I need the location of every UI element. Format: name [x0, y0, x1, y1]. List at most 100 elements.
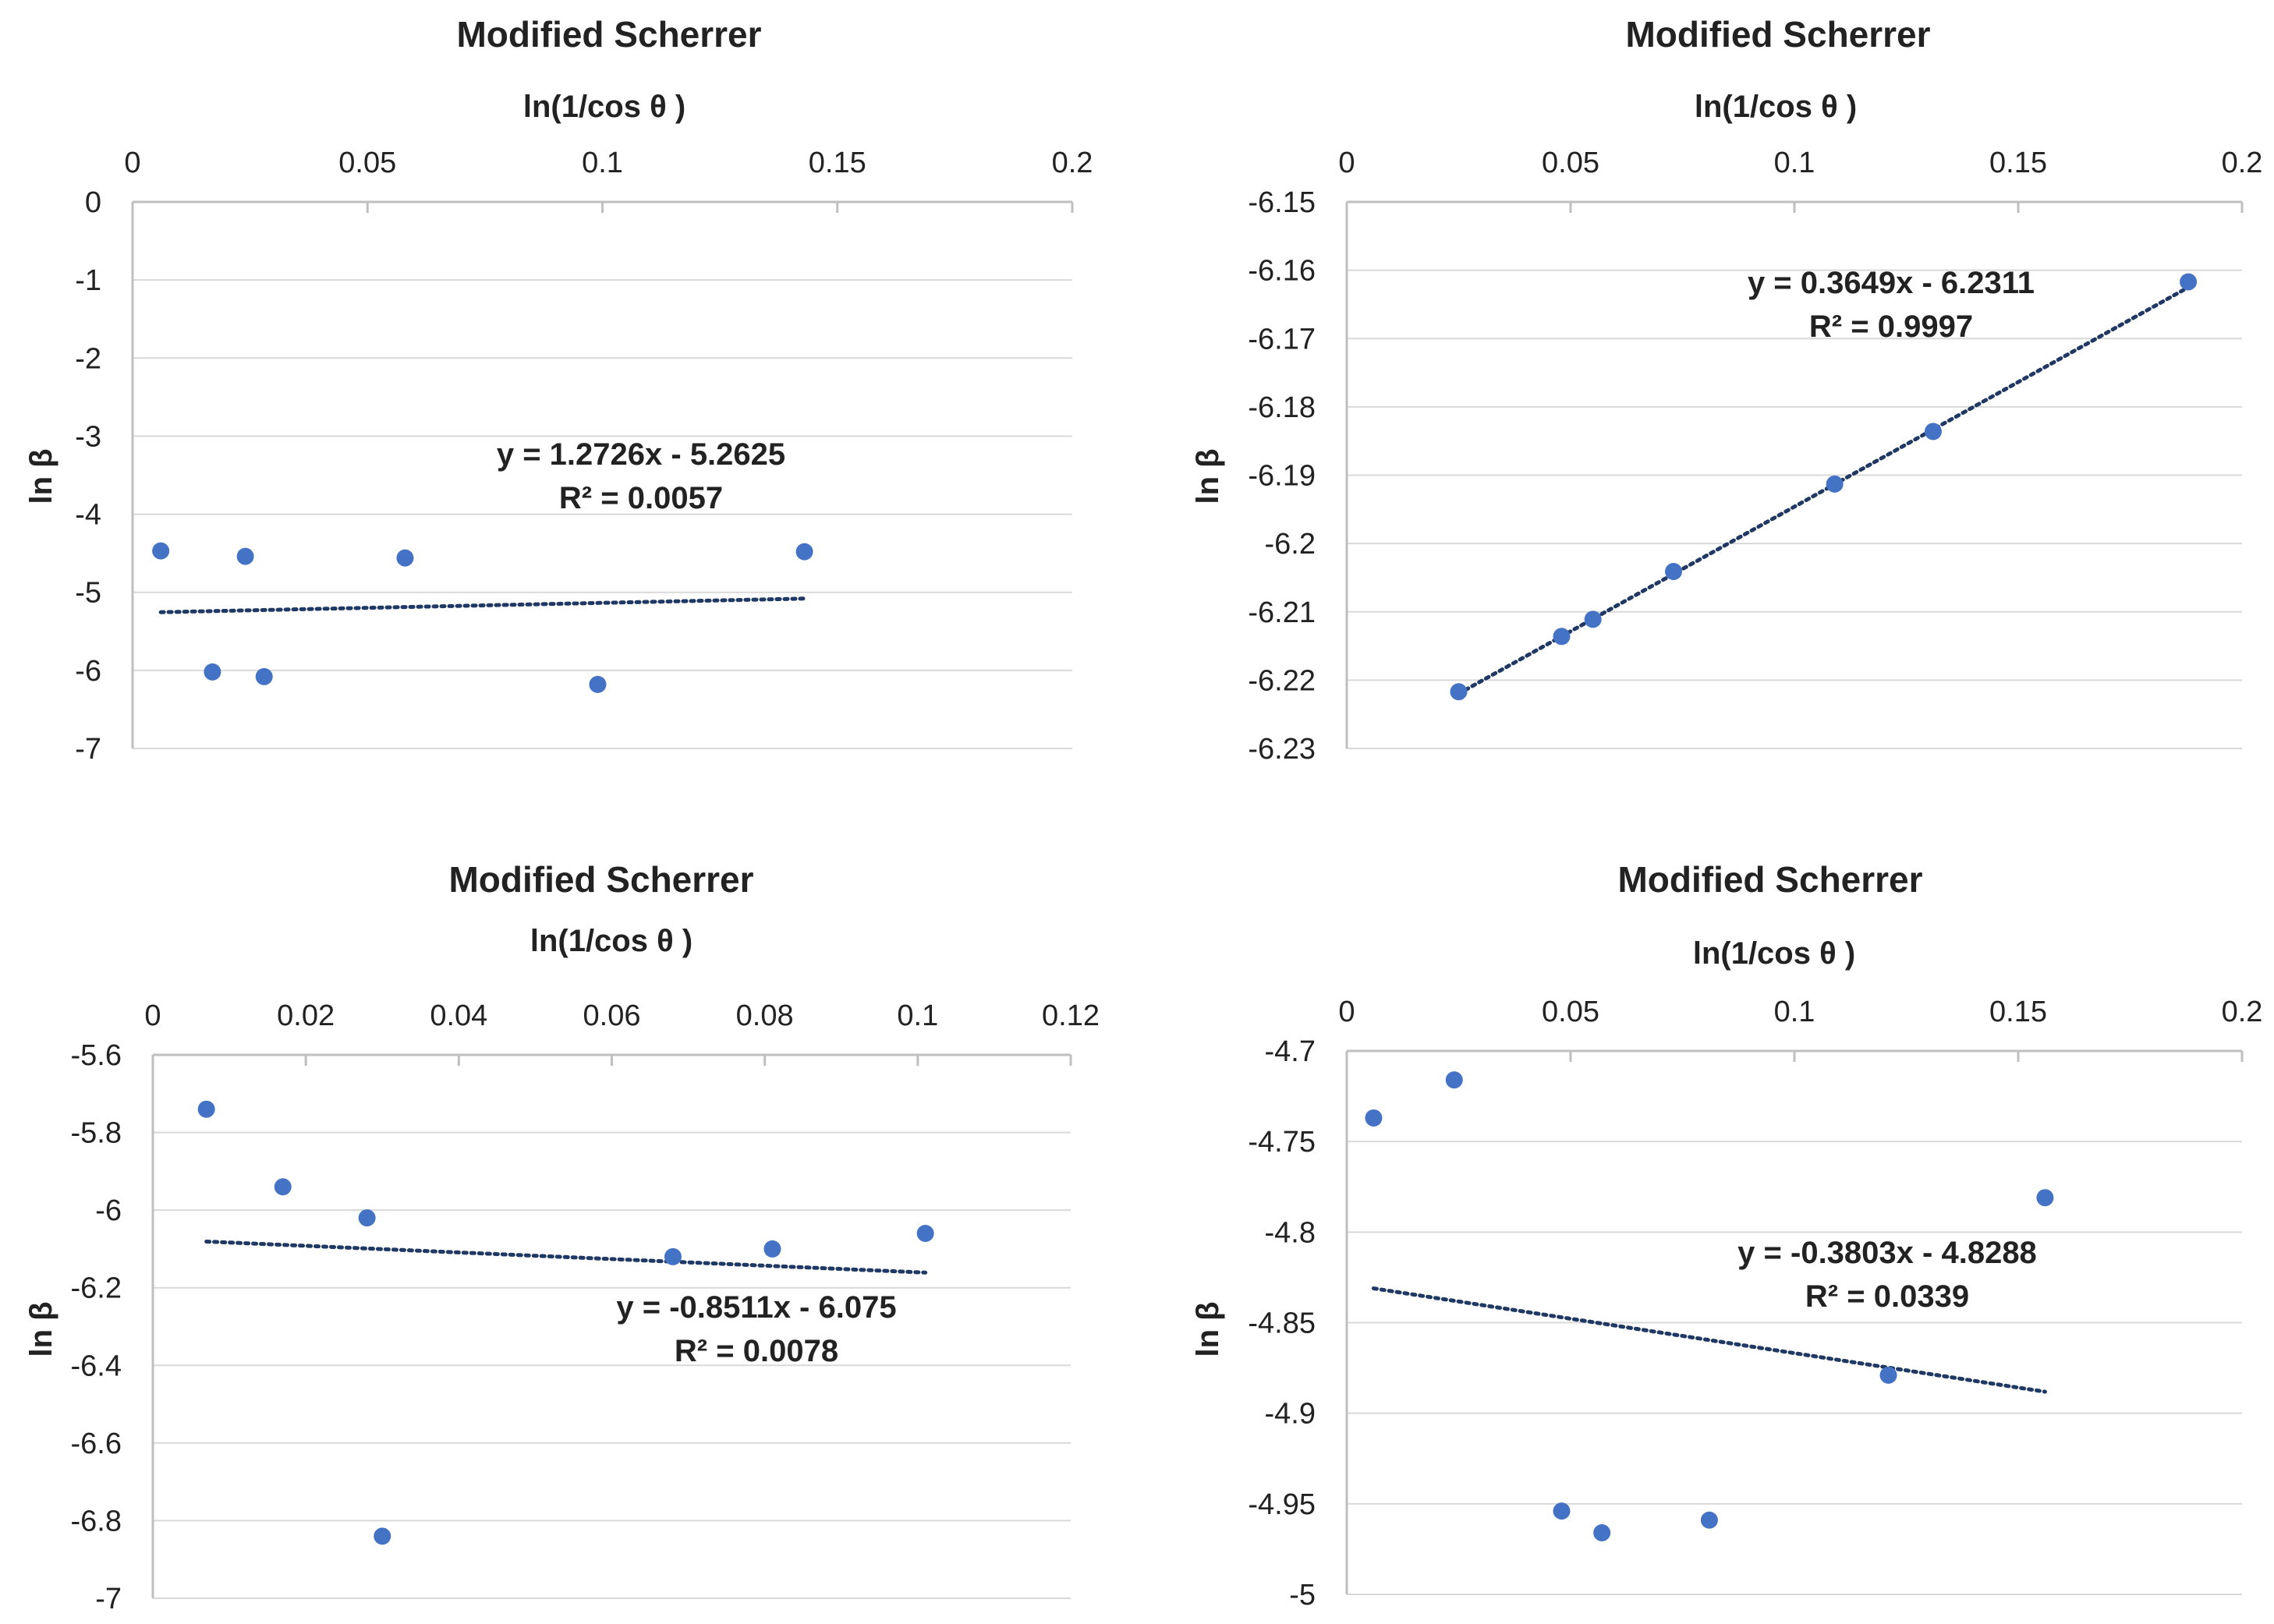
y-tick-label: -4 — [75, 499, 101, 532]
x-tick-label: 0 — [1338, 996, 1355, 1028]
y-tick-label: -2 — [75, 342, 101, 375]
x-tick-label: 0 — [144, 1000, 161, 1032]
gridlines — [1345, 1049, 2244, 1595]
chart-title: Modified Scherrer — [456, 14, 761, 55]
x-axis-label: ln(1/cos θ ) — [523, 90, 685, 124]
x-axis-label: ln(1/cos θ ) — [530, 924, 692, 958]
r-squared-label: R² = 0.0339 — [1805, 1279, 1969, 1314]
data-point — [1593, 1524, 1611, 1542]
data-point — [795, 543, 813, 561]
trendline — [1457, 285, 2191, 696]
data-point — [1826, 475, 1844, 493]
y-tick-label: 0 — [85, 186, 101, 219]
data-point — [236, 547, 254, 565]
data-point — [1924, 423, 1942, 440]
data-point — [589, 675, 607, 693]
y-tick-label: -6.16 — [1248, 255, 1316, 288]
x-tick-label: 0 — [1338, 147, 1355, 179]
data-point — [396, 549, 414, 567]
data-point — [152, 542, 170, 560]
chart-3: Modified Scherrer ln(1/cos θ ) ln β y = … — [24, 859, 1100, 1615]
data-point — [204, 663, 221, 681]
y-tick-label: -6.6 — [71, 1428, 122, 1460]
data-point — [1365, 1109, 1383, 1127]
data-point — [1584, 610, 1602, 628]
y-tick-label: -4.85 — [1248, 1307, 1316, 1340]
data-point — [2180, 273, 2198, 291]
x-tick-label: 0.15 — [1989, 996, 2047, 1028]
y-tick-label: -4.8 — [1265, 1216, 1316, 1249]
chart-4: Modified Scherrer ln(1/cos θ ) ln β y = … — [1191, 859, 2262, 1612]
x-tick-label: 0.06 — [583, 1000, 641, 1032]
gridlines — [151, 1053, 1072, 1599]
x-tick-label: 0.02 — [277, 1000, 335, 1032]
data-point — [664, 1247, 682, 1265]
data-point — [197, 1100, 215, 1118]
y-tick-label: -6.22 — [1248, 664, 1316, 697]
x-tick-label: 0.2 — [1052, 147, 1093, 179]
x-tick-label: 0.15 — [1989, 147, 2047, 179]
chart-title: Modified Scherrer — [1617, 859, 1922, 900]
chart-2: Modified Scherrer ln(1/cos θ ) ln β y = … — [1191, 14, 2262, 766]
x-axis-label: ln(1/cos θ ) — [1695, 90, 1857, 124]
r-squared-label: R² = 0.9997 — [1809, 310, 1973, 344]
trendline — [204, 1239, 928, 1275]
data-point — [1665, 563, 1683, 581]
y-axis-label: ln β — [1191, 448, 1225, 504]
trendline — [1371, 1286, 2047, 1394]
y-tick-label: -5 — [1289, 1579, 1316, 1612]
x-tick-label: 0.15 — [809, 147, 866, 179]
data-point — [1700, 1511, 1718, 1529]
y-tick-label: -4.7 — [1265, 1035, 1316, 1068]
x-tick-label: 0.1 — [1774, 147, 1815, 179]
data-point — [255, 667, 273, 685]
y-tick-label: -1 — [75, 264, 101, 297]
x-tick-label: 0.1 — [1774, 996, 1815, 1028]
data-point — [916, 1225, 934, 1243]
data-point — [274, 1178, 292, 1196]
y-axis-label: ln β — [24, 1301, 58, 1357]
y-tick-label: -5.6 — [71, 1039, 122, 1072]
x-tick-label: 0.05 — [338, 147, 396, 179]
y-tick-label: -6.2 — [1265, 528, 1316, 561]
chart-title: Modified Scherrer — [1625, 14, 1930, 55]
trendline-equation: y = -0.8511x - 6.075 — [616, 1290, 896, 1325]
data-point — [1553, 1502, 1571, 1520]
x-tick-label: 0.05 — [1542, 996, 1599, 1028]
x-axis-label: ln(1/cos θ ) — [1693, 936, 1855, 971]
data-point — [763, 1240, 781, 1258]
data-point — [2036, 1189, 2054, 1207]
y-tick-label: -6 — [95, 1194, 122, 1227]
y-tick-label: -5 — [75, 577, 101, 610]
y-tick-label: -4.9 — [1265, 1398, 1316, 1431]
gridlines — [1345, 200, 2244, 749]
y-tick-label: -6.23 — [1248, 733, 1316, 766]
trendline-equation: y = -0.3803x - 4.8288 — [1737, 1236, 2037, 1270]
x-tick-label: 0.1 — [582, 147, 623, 179]
y-tick-label: -4.95 — [1248, 1488, 1316, 1521]
data-point — [1445, 1071, 1463, 1089]
data-point — [358, 1209, 376, 1227]
r-squared-label: R² = 0.0078 — [675, 1334, 838, 1368]
data-point — [1450, 683, 1468, 701]
y-tick-label: -6.21 — [1248, 596, 1316, 629]
y-tick-label: -6.4 — [71, 1350, 122, 1382]
gridlines — [131, 200, 1074, 749]
y-axis-label: ln β — [1191, 1301, 1225, 1357]
data-point — [1553, 628, 1571, 646]
x-tick-label: 0.04 — [430, 1000, 487, 1032]
y-tick-label: -5.8 — [71, 1117, 122, 1150]
y-tick-label: -6.17 — [1248, 323, 1316, 356]
chart-title: Modified Scherrer — [448, 859, 753, 900]
y-tick-label: -7 — [75, 733, 101, 766]
data-point — [374, 1527, 391, 1545]
x-tick-label: 0.05 — [1542, 147, 1599, 179]
x-tick-label: 0.12 — [1042, 1000, 1100, 1032]
y-tick-label: -4.75 — [1248, 1126, 1316, 1159]
x-tick-label: 0 — [124, 147, 140, 179]
y-tick-label: -6.19 — [1248, 460, 1316, 493]
y-tick-label: -6 — [75, 655, 101, 688]
trendline-equation: y = 0.3649x - 6.2311 — [1748, 266, 2035, 300]
trendline — [158, 596, 807, 614]
